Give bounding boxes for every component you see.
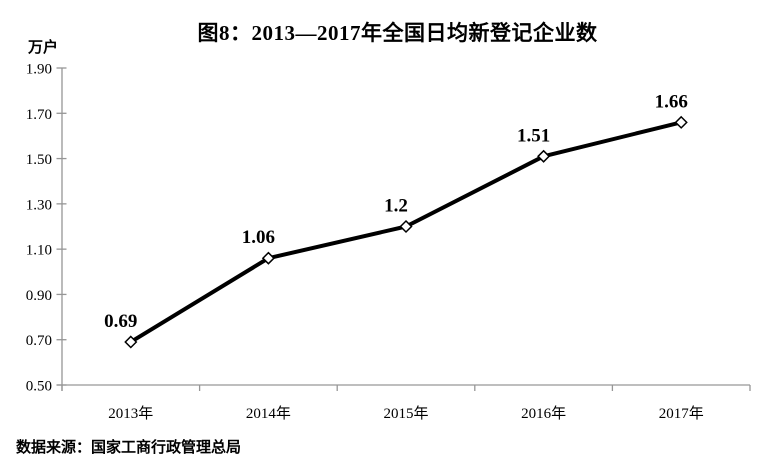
y-tick-label: 1.50 (26, 152, 52, 168)
y-tick-label: 0.70 (26, 333, 52, 349)
data-source-note: 数据来源：国家工商行政管理总局 (16, 439, 242, 456)
chart-title: 图8：2013—2017年全国日均新登记企业数 (197, 21, 598, 45)
data-point-label: 0.69 (104, 311, 137, 332)
data-point-marker (537, 149, 551, 163)
data-point-marker (261, 251, 275, 265)
data-point-marker (399, 219, 413, 234)
y-tick-label: 1.10 (26, 243, 52, 259)
y-tick-label: 0.50 (26, 379, 52, 395)
x-axis-label: 2015年 (383, 405, 428, 422)
data-point-label: 1.06 (242, 227, 275, 248)
x-axis-label: 2017年 (659, 405, 704, 422)
y-axis-unit-label: 万户 (28, 39, 59, 56)
y-tick-label: 1.70 (26, 107, 52, 123)
data-point-marker (674, 115, 688, 129)
data-point-label: 1.51 (517, 125, 550, 146)
y-tick-label: 1.90 (26, 62, 52, 78)
x-axis-label: 2016年 (521, 405, 566, 422)
data-point-label: 1.66 (655, 91, 688, 112)
x-axis-label: 2014年 (246, 405, 291, 422)
data-point-label: 1.2 (384, 196, 408, 217)
x-axis-label: 2013年 (108, 405, 153, 422)
data-point-marker (124, 335, 138, 349)
y-tick-label: 1.30 (26, 197, 52, 213)
y-tick-label: 0.90 (26, 288, 52, 304)
